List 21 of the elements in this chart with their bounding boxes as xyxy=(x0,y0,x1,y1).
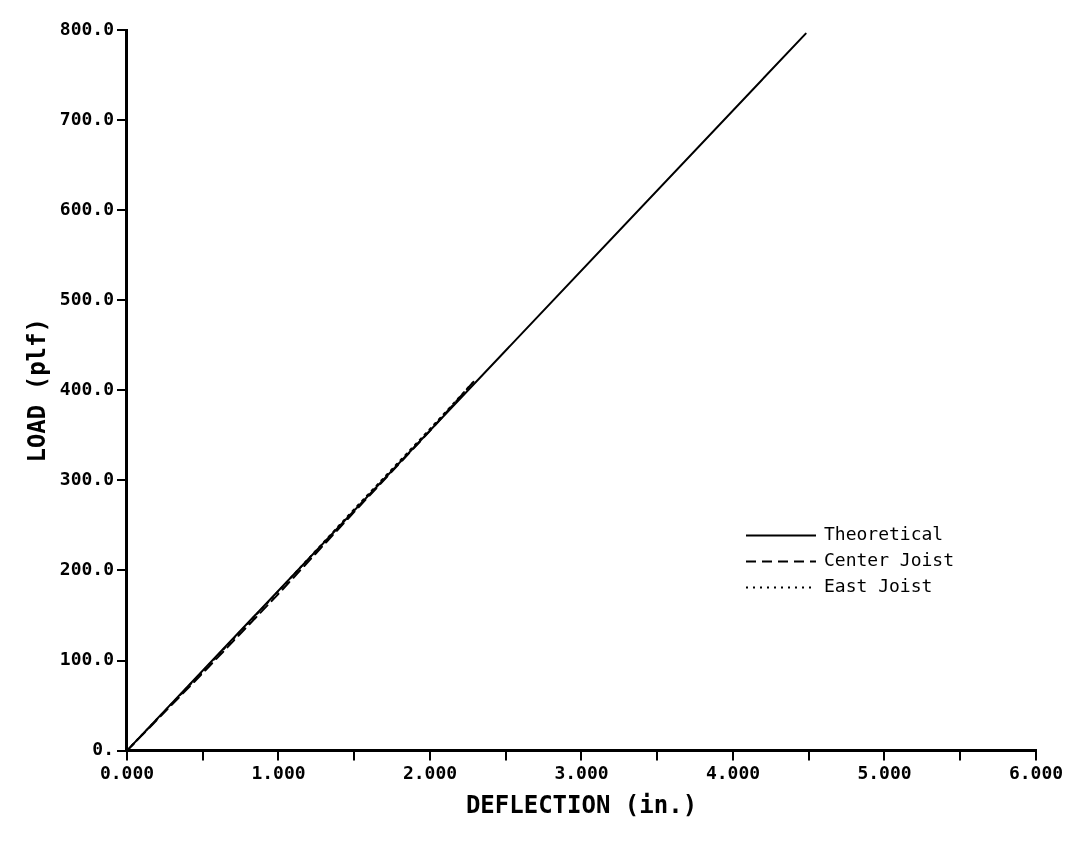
y-axis-title: LOAD (plf) xyxy=(22,318,51,463)
x-tick-label: 3.000 xyxy=(554,762,609,784)
y-tick-label: 800.0 xyxy=(59,17,114,39)
y-tick-label: 700.0 xyxy=(59,107,114,129)
x-tick-label: 5.000 xyxy=(857,762,912,784)
y-tick-label: 300.0 xyxy=(59,468,114,490)
x-tick-label: 0.000 xyxy=(99,762,155,784)
legend-label: Center Joist xyxy=(824,549,955,571)
y-tick-label: 400.0 xyxy=(59,377,114,399)
legend-label: East Joist xyxy=(824,575,933,597)
x-tick-label: 2.000 xyxy=(402,762,458,784)
x-tick-label: 4.000 xyxy=(705,762,761,784)
y-tick-label: 0. xyxy=(92,738,114,760)
x-tick-label: 6.000 xyxy=(1008,762,1064,784)
x-axis-title: DEFLECTION (in.) xyxy=(465,790,698,819)
y-tick-label: 100.0 xyxy=(59,648,114,670)
x-tick-label: 1.000 xyxy=(251,762,306,784)
y-tick-label: 500.0 xyxy=(59,287,114,309)
legend-label: Theoretical xyxy=(824,523,944,545)
y-tick-label: 200.0 xyxy=(59,558,114,580)
y-tick-label: 600.0 xyxy=(59,197,114,219)
